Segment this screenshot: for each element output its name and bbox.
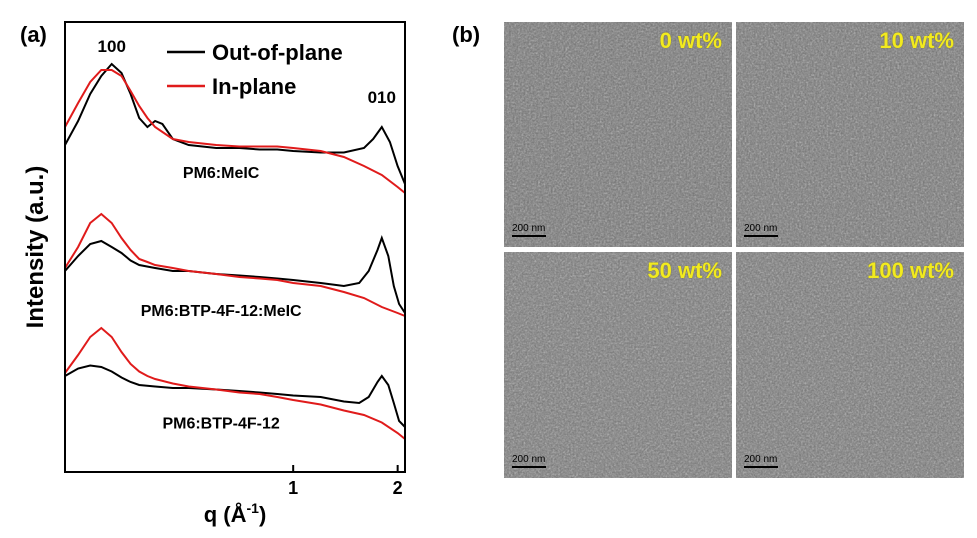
y-axis-label: Intensity (a.u.) <box>22 166 49 329</box>
scale-text: 200 nm <box>512 223 546 234</box>
tem-label-100wt: 100 wt% <box>867 258 954 283</box>
scale-text: 200 nm <box>744 454 778 465</box>
sample-label-1: PM6:BTP-4F-12:MeIC <box>141 303 302 320</box>
panel-a-label: (a) <box>20 22 47 47</box>
sample-label-2: PM6:BTP-4F-12 <box>162 416 279 433</box>
tem-image-100wt: 100 wt% 200 nm <box>736 252 964 478</box>
tem-texture <box>504 22 732 247</box>
scale-bar-10wt: 200 nm <box>744 224 780 237</box>
tem-texture <box>736 22 964 247</box>
scale-text: 200 nm <box>744 223 778 234</box>
scale-bar-line <box>512 235 546 237</box>
series-line-2 <box>64 235 406 314</box>
x-tick-label-0: 1 <box>288 478 298 498</box>
plot-frame <box>64 21 406 473</box>
scale-text: 200 nm <box>512 454 546 465</box>
tem-label-50wt: 50 wt% <box>647 258 722 283</box>
tem-texture <box>504 252 732 478</box>
scale-bar-0wt: 200 nm <box>512 224 548 237</box>
x-axis-label-main: q (Å <box>204 501 247 527</box>
peak-label-0: 100 <box>98 37 126 56</box>
scale-bar-50wt: 200 nm <box>512 455 548 468</box>
x-axis-label-exponent: -1 <box>246 500 259 516</box>
scale-bar-line <box>744 235 778 237</box>
x-axis-label: q (Å-1) <box>204 500 267 527</box>
series-line-4 <box>64 364 406 428</box>
scale-bar-line <box>744 466 778 468</box>
series-line-3 <box>64 212 406 317</box>
x-axis-label-close: ) <box>259 502 266 527</box>
sample-label-0: PM6:MeIC <box>183 165 260 182</box>
tem-texture <box>736 252 964 478</box>
x-tick-label-1: 2 <box>393 478 403 498</box>
legend-label-1: In-plane <box>212 74 296 99</box>
series-line-5 <box>64 326 406 440</box>
series-line-0 <box>64 62 406 185</box>
scale-bar-line <box>512 466 546 468</box>
peak-label-1: 010 <box>368 88 396 107</box>
tem-label-0wt: 0 wt% <box>659 28 722 53</box>
scale-bar-100wt: 200 nm <box>744 455 780 468</box>
legend-label-0: Out-of-plane <box>212 40 343 65</box>
panel-b-label: (b) <box>452 22 481 47</box>
tem-image-10wt: 10 wt% 200 nm <box>736 22 964 247</box>
series-line-1 <box>64 69 406 194</box>
tem-image-50wt: 50 wt% 200 nm <box>504 252 732 478</box>
tem-label-10wt: 10 wt% <box>879 28 954 53</box>
tem-image-0wt: 0 wt% 200 nm <box>504 22 732 247</box>
